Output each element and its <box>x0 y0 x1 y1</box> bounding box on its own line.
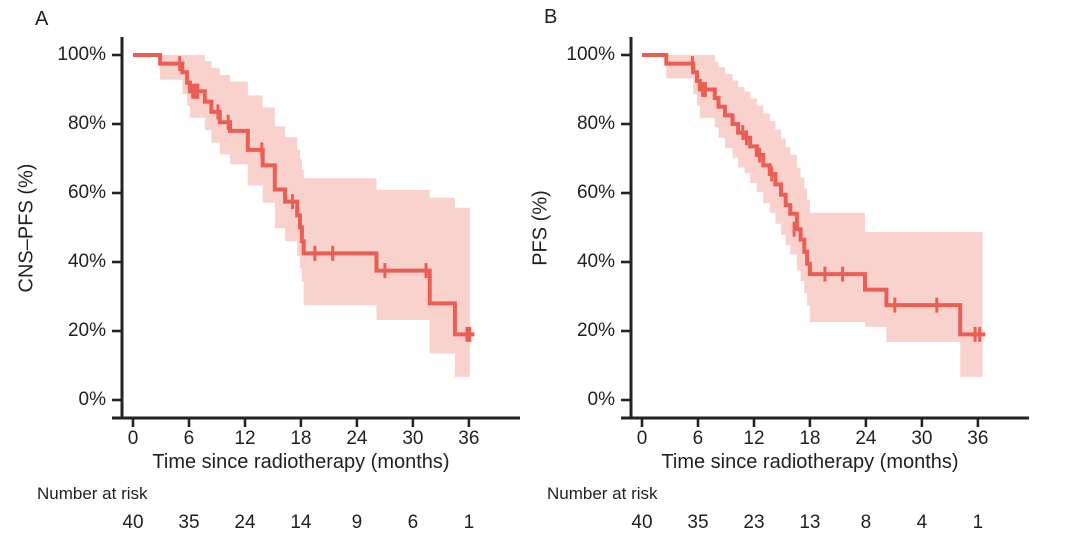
panel-a-survival-curve <box>133 53 475 337</box>
panel-a-ci-band <box>160 55 470 377</box>
panel-b-ci-band <box>666 55 983 377</box>
panel-b-censor-marks <box>690 56 982 342</box>
panel-b-survival-curve <box>642 53 986 337</box>
panel-a-axes <box>112 37 520 427</box>
panel-b-axes <box>621 37 1029 427</box>
panel-a-censor-marks <box>178 56 472 342</box>
